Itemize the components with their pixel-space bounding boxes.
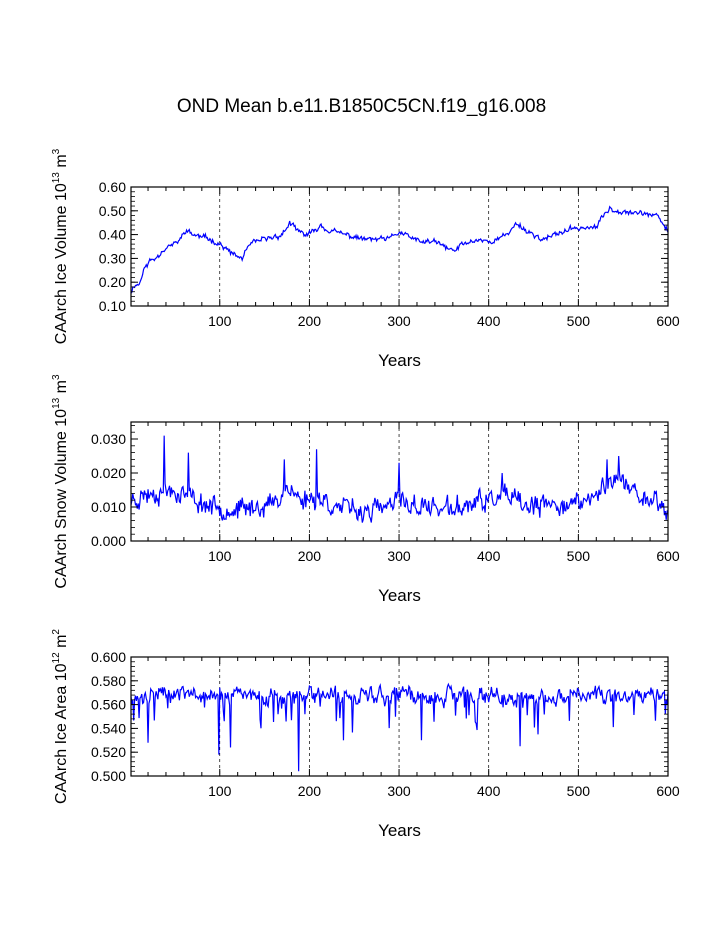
x-tick-label: 200 [298, 313, 322, 329]
x-tick-label: 300 [387, 313, 411, 329]
y-tick-label: 0.500 [91, 768, 126, 784]
y-axis-label: CAArch Ice Area 1012 m2 [51, 629, 70, 804]
x-axis-label: Years [378, 351, 421, 370]
chart-title: OND Mean b.e11.B1850C5CN.f19_g16.008 [176, 96, 547, 117]
x-tick-label: 200 [298, 548, 322, 564]
panel-ice-volume: 100 200 300 400 500 600 Years 0.10 0.20 0.30 0.40 0… [51, 148, 680, 370]
data-series-line [130, 435, 669, 523]
x-tick-label: 400 [477, 783, 501, 799]
y-tick-label: 0.50 [99, 203, 126, 219]
x-tick-label: 100 [208, 313, 232, 329]
y-tick-label: 0.40 [99, 227, 126, 243]
y-tick-label: 0.60 [99, 179, 126, 195]
y-tick-label: 0.030 [91, 431, 126, 447]
y-tick-label: 0.600 [91, 649, 126, 665]
panel-ice-area: 100 200 300 400 500 600 Years 0.500 0.520 0.540 0.… [51, 629, 680, 840]
x-tick-label: 100 [208, 548, 232, 564]
x-tick-label: 200 [298, 783, 322, 799]
y-tick-label: 0.30 [99, 250, 126, 266]
y-axis-label: CAArch Ice Volume 1013 m3 [51, 148, 70, 344]
x-tick-label: 500 [567, 548, 591, 564]
data-series-line [130, 205, 669, 294]
data-series-line [130, 682, 669, 772]
plot-frame [130, 186, 669, 307]
y-tick-label: 0.000 [91, 533, 126, 549]
y-tick-label: 0.010 [91, 499, 126, 515]
x-tick-label: 400 [477, 313, 501, 329]
x-tick-label: 300 [387, 783, 411, 799]
y-tick-label: 0.540 [91, 720, 126, 736]
x-tick-label: 600 [656, 548, 680, 564]
y-tick-label: 0.020 [91, 465, 126, 481]
y-axis-label: CAArch Snow Volume 1013 m3 [51, 374, 70, 589]
y-tick-label: 0.10 [99, 298, 126, 314]
y-tick-label: 0.520 [91, 744, 126, 760]
y-tick-label: 0.560 [91, 697, 126, 713]
x-tick-label: 100 [208, 783, 232, 799]
x-tick-label: 500 [567, 783, 591, 799]
x-axis-label: Years [378, 586, 421, 605]
y-tick-label: 0.580 [91, 673, 126, 689]
x-tick-label: 600 [656, 783, 680, 799]
plot-frame [130, 656, 669, 777]
x-axis-label: Years [378, 821, 421, 840]
x-tick-label: 400 [477, 548, 501, 564]
panel-snow-volume: 100 200 300 400 500 600 Years 0.000 0.010 0.020 0.… [51, 374, 680, 605]
x-tick-label: 300 [387, 548, 411, 564]
x-tick-label: 600 [656, 313, 680, 329]
x-tick-label: 500 [567, 313, 591, 329]
y-tick-label: 0.20 [99, 274, 126, 290]
